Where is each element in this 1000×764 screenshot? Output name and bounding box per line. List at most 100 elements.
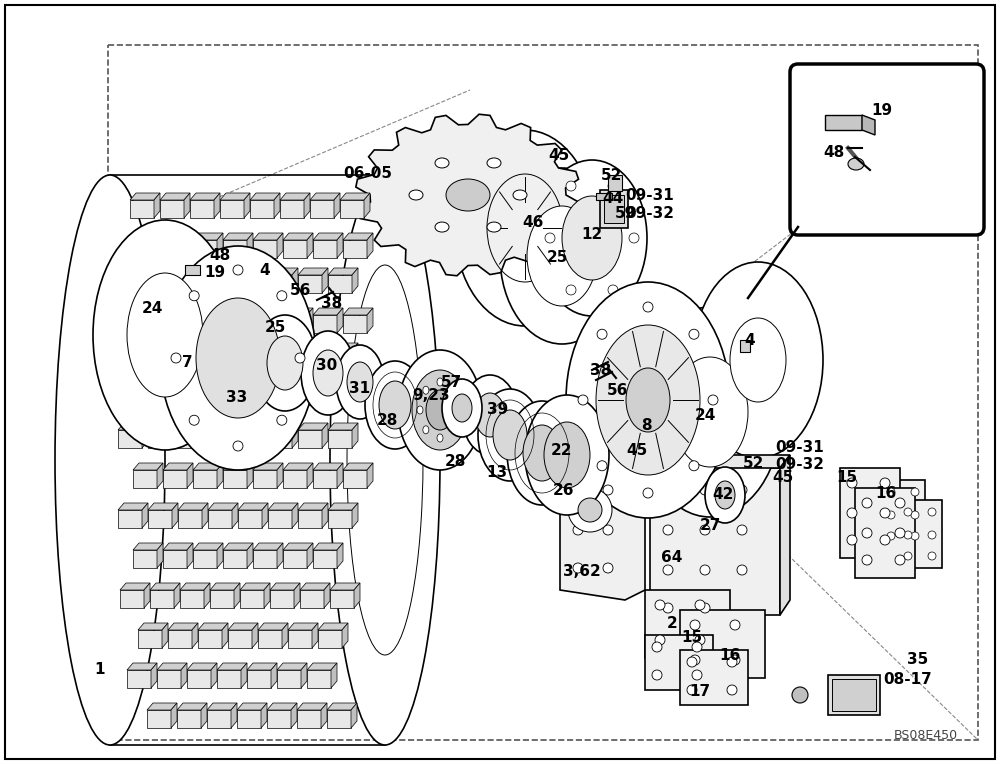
Polygon shape	[324, 583, 330, 608]
Ellipse shape	[409, 190, 423, 200]
Polygon shape	[222, 623, 228, 648]
Polygon shape	[232, 503, 238, 528]
Polygon shape	[223, 315, 247, 333]
Polygon shape	[277, 463, 283, 488]
Ellipse shape	[313, 350, 343, 396]
Ellipse shape	[689, 329, 699, 339]
Polygon shape	[208, 503, 238, 510]
Text: 38: 38	[590, 362, 612, 377]
Ellipse shape	[573, 525, 583, 535]
Ellipse shape	[727, 685, 737, 695]
Polygon shape	[220, 200, 244, 218]
Polygon shape	[198, 623, 228, 630]
Polygon shape	[292, 268, 298, 293]
Ellipse shape	[301, 331, 355, 415]
Polygon shape	[148, 275, 172, 293]
Polygon shape	[294, 583, 300, 608]
Ellipse shape	[887, 511, 895, 519]
Ellipse shape	[525, 395, 609, 515]
Ellipse shape	[715, 481, 735, 509]
Bar	[828, 675, 880, 715]
Polygon shape	[247, 233, 253, 258]
Text: 19: 19	[871, 102, 893, 118]
Ellipse shape	[398, 350, 482, 470]
Ellipse shape	[895, 498, 905, 508]
Polygon shape	[292, 503, 298, 528]
Ellipse shape	[862, 528, 872, 538]
Polygon shape	[337, 233, 343, 258]
Text: 45: 45	[626, 442, 648, 458]
Polygon shape	[168, 630, 192, 648]
Polygon shape	[238, 423, 268, 430]
Polygon shape	[185, 265, 200, 275]
Polygon shape	[307, 233, 313, 258]
Polygon shape	[283, 308, 313, 315]
Text: 48: 48	[823, 144, 845, 160]
Polygon shape	[596, 193, 612, 200]
Polygon shape	[367, 233, 373, 258]
Polygon shape	[343, 240, 367, 258]
Ellipse shape	[462, 375, 518, 455]
Polygon shape	[180, 590, 204, 608]
Polygon shape	[157, 308, 163, 333]
Ellipse shape	[596, 325, 700, 475]
Polygon shape	[133, 308, 163, 315]
Ellipse shape	[478, 389, 542, 481]
Polygon shape	[133, 550, 157, 568]
Polygon shape	[193, 550, 217, 568]
Ellipse shape	[365, 361, 425, 449]
Polygon shape	[130, 193, 160, 200]
Polygon shape	[301, 663, 307, 688]
Polygon shape	[217, 543, 223, 568]
Ellipse shape	[608, 181, 618, 191]
Polygon shape	[298, 350, 322, 368]
Polygon shape	[181, 663, 187, 688]
Polygon shape	[352, 268, 358, 293]
Polygon shape	[322, 423, 328, 448]
Polygon shape	[160, 200, 184, 218]
Polygon shape	[277, 383, 283, 408]
Bar	[604, 195, 624, 223]
Polygon shape	[328, 350, 352, 368]
Polygon shape	[247, 663, 277, 670]
Ellipse shape	[457, 406, 463, 414]
Ellipse shape	[689, 461, 699, 471]
Polygon shape	[118, 275, 142, 293]
Polygon shape	[253, 390, 277, 408]
Ellipse shape	[189, 291, 199, 301]
Polygon shape	[262, 268, 268, 293]
Polygon shape	[292, 423, 298, 448]
Text: 39: 39	[487, 402, 509, 416]
Polygon shape	[298, 275, 322, 293]
Polygon shape	[291, 703, 297, 728]
Polygon shape	[825, 115, 862, 130]
Ellipse shape	[603, 485, 613, 495]
Polygon shape	[277, 663, 307, 670]
Polygon shape	[118, 510, 142, 528]
Polygon shape	[157, 670, 181, 688]
Polygon shape	[180, 583, 210, 590]
Ellipse shape	[700, 565, 710, 575]
Polygon shape	[184, 193, 190, 218]
Polygon shape	[211, 663, 217, 688]
Polygon shape	[367, 383, 373, 408]
Polygon shape	[268, 275, 292, 293]
Polygon shape	[163, 470, 187, 488]
Ellipse shape	[452, 394, 472, 422]
Polygon shape	[208, 510, 232, 528]
Polygon shape	[337, 308, 343, 333]
Text: 09-32: 09-32	[776, 457, 824, 471]
Polygon shape	[223, 308, 253, 315]
Ellipse shape	[730, 318, 786, 402]
Ellipse shape	[727, 657, 737, 667]
Polygon shape	[157, 543, 163, 568]
Polygon shape	[247, 383, 253, 408]
Text: 24: 24	[141, 300, 163, 316]
Polygon shape	[300, 583, 330, 590]
Ellipse shape	[643, 302, 653, 312]
Text: 48: 48	[209, 248, 231, 263]
Polygon shape	[204, 583, 210, 608]
Polygon shape	[187, 233, 193, 258]
Polygon shape	[223, 463, 253, 470]
Polygon shape	[354, 583, 360, 608]
